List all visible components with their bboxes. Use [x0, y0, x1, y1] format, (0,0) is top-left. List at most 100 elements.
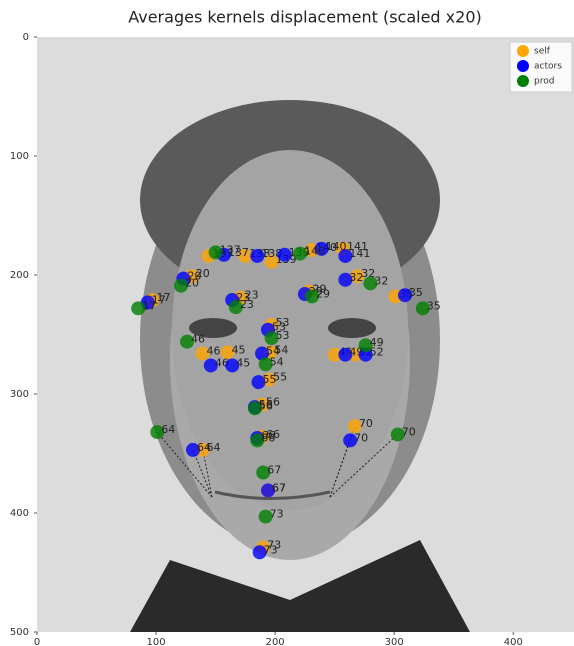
point — [338, 248, 353, 263]
point-label: 140 — [326, 240, 347, 253]
point-label: 54 — [270, 355, 284, 368]
point-label: 137 — [228, 246, 249, 259]
point — [250, 433, 265, 448]
point-label: 49 — [370, 336, 384, 349]
point-label: 46 — [191, 333, 205, 346]
point — [174, 278, 189, 293]
point-label: 141 — [347, 240, 368, 253]
point-label: 23 — [245, 289, 259, 302]
point-label: 32 — [349, 271, 363, 284]
point-label: 53 — [276, 316, 290, 329]
point-label: 54 — [266, 345, 280, 358]
point-label: 64 — [207, 441, 221, 454]
point-label: 35 — [409, 286, 423, 299]
point-label: 70 — [402, 425, 416, 438]
point — [264, 331, 279, 346]
point — [228, 300, 243, 315]
point-label: 56 — [259, 399, 273, 412]
y-tick-label: 200 — [10, 270, 29, 281]
point — [314, 241, 329, 256]
legend-marker — [517, 45, 529, 57]
legend-marker — [517, 60, 529, 72]
point — [220, 345, 235, 360]
point — [397, 288, 412, 303]
point — [277, 247, 292, 262]
background-photo — [37, 37, 574, 632]
y-tick-label: 500 — [10, 627, 29, 638]
point-label: 66 — [266, 428, 280, 441]
point-label: 55 — [273, 371, 287, 384]
point — [180, 334, 195, 349]
point-label: 67 — [267, 464, 281, 477]
x-tick-label: 400 — [504, 637, 523, 646]
point — [252, 545, 267, 560]
point-label: 35 — [427, 299, 441, 312]
point-label: 17 — [142, 299, 156, 312]
point-label: 20 — [185, 277, 199, 290]
point — [251, 375, 266, 390]
point-label: 67 — [272, 481, 286, 494]
point-label: 64 — [161, 423, 175, 436]
point — [260, 483, 275, 498]
point — [131, 301, 146, 316]
point — [258, 357, 273, 372]
legend-marker — [517, 75, 529, 87]
point-label: 138 — [261, 247, 282, 260]
y-tick-label: 400 — [10, 508, 29, 519]
x-tick-label: 200 — [266, 637, 285, 646]
point — [327, 347, 342, 362]
point — [238, 248, 253, 263]
point-label: 55 — [262, 373, 276, 386]
point-label: 32 — [374, 274, 388, 287]
point-label: 23 — [240, 298, 254, 311]
point — [208, 245, 223, 260]
point — [350, 269, 365, 284]
point-label: 141 — [349, 247, 370, 260]
mouth-lines — [156, 425, 399, 498]
point — [255, 346, 270, 361]
point — [203, 358, 218, 373]
point — [250, 248, 265, 263]
point — [343, 433, 358, 448]
point-label: 66 — [261, 431, 275, 444]
point-label: 137 — [220, 243, 241, 256]
x-tick-label: 100 — [147, 637, 166, 646]
point-label: 17 — [156, 291, 170, 304]
point-label: 70 — [359, 417, 373, 430]
point-label: 66 — [261, 429, 275, 442]
point — [256, 465, 271, 480]
point-label: 23 — [236, 291, 250, 304]
point-label: 73 — [267, 539, 281, 552]
point — [338, 272, 353, 287]
point-label: 53 — [272, 321, 286, 334]
point — [262, 372, 277, 387]
y-tick-label: 100 — [10, 151, 29, 162]
point — [195, 346, 210, 361]
point — [247, 401, 262, 416]
legend-label: prod — [534, 77, 554, 87]
point — [358, 338, 373, 353]
point — [264, 254, 279, 269]
legend-label: actors — [534, 62, 562, 72]
y-tick-label: 300 — [10, 389, 29, 400]
point — [338, 347, 353, 362]
point-label: 140 — [304, 245, 325, 258]
point-label: 45 — [236, 356, 250, 369]
point — [363, 276, 378, 291]
x-tick-label: 300 — [385, 637, 404, 646]
point-label: 20 — [187, 270, 201, 283]
point-label: 29 — [316, 287, 330, 300]
point-label: 46 — [207, 345, 221, 358]
chart-title: Averages kernels displacement (scaled x2… — [128, 8, 482, 27]
legend-label: self — [534, 47, 551, 57]
point — [150, 425, 165, 440]
point-label: 45 — [232, 343, 246, 356]
point — [185, 442, 200, 457]
point-label: 52 — [370, 346, 384, 359]
x-tick-label: 0 — [34, 637, 40, 646]
point-label: 53 — [276, 329, 290, 342]
point — [305, 289, 320, 304]
point-label: 67 — [272, 481, 286, 494]
point — [225, 358, 240, 373]
